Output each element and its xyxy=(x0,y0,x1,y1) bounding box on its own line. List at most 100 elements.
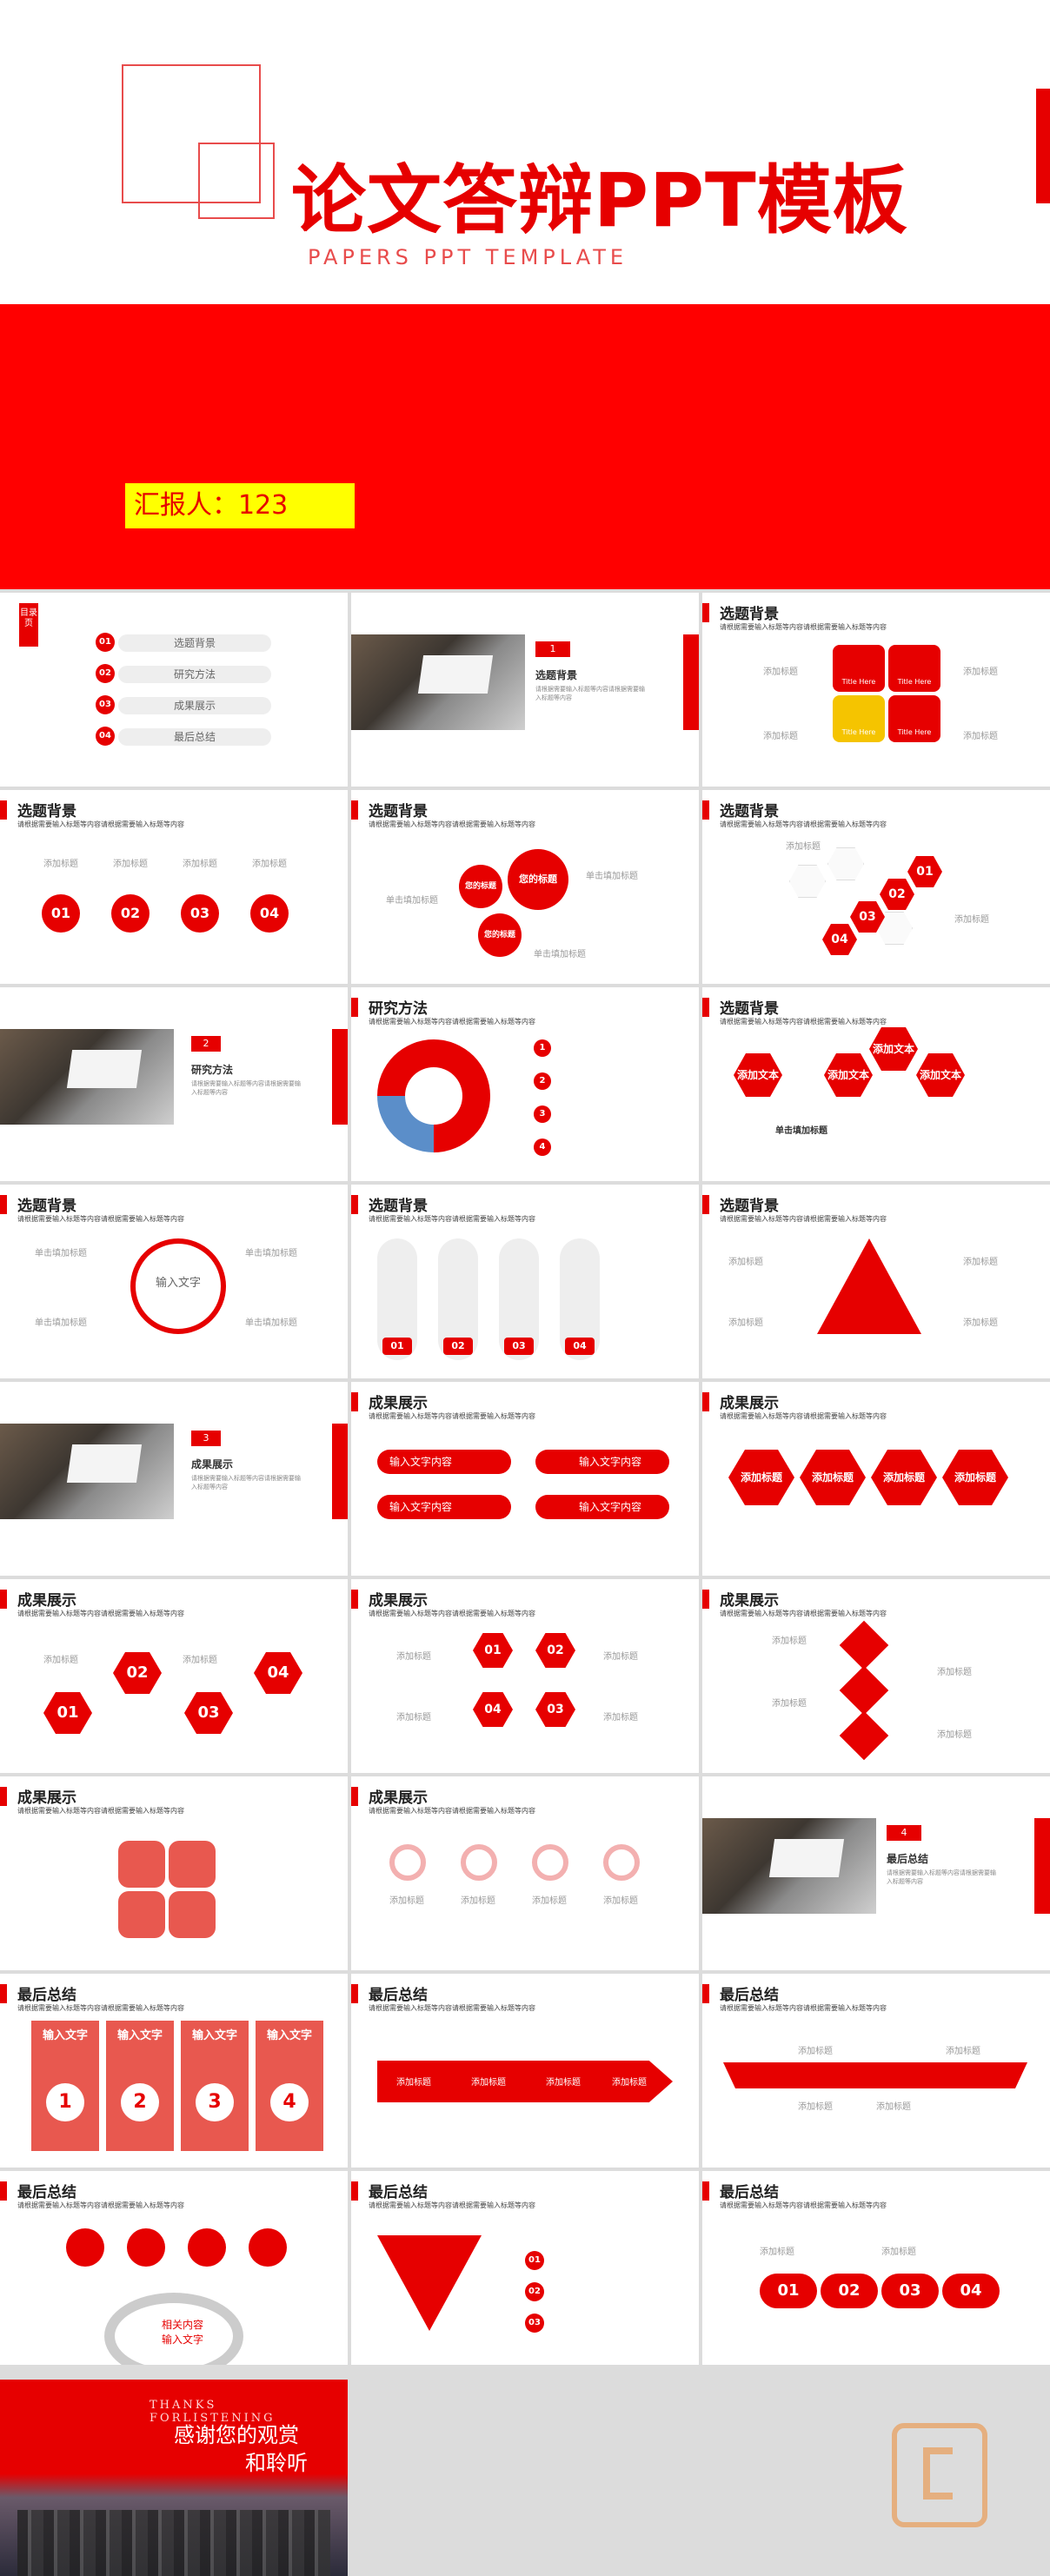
arc-node[interactable] xyxy=(66,2228,104,2267)
result-slide-diamonds[interactable]: 成果展示 请根据需要输入标题等内容请根据需要输入标题等内容 添加标题 添加标题 … xyxy=(702,1579,1050,1773)
method-slide[interactable]: 研究方法 请根据需要输入标题等内容请根据需要输入标题等内容 1 2 3 4 xyxy=(351,987,699,1181)
title-card[interactable]: Title Here xyxy=(888,645,940,692)
card-heading: 输入文字 xyxy=(266,2029,312,2042)
card-number: 2 xyxy=(121,2083,159,2121)
text-hex[interactable]: 添加文本 xyxy=(916,1053,965,1097)
cover-title: 论文答辩PPT模板 xyxy=(291,157,908,244)
title-card[interactable]: Title Here xyxy=(888,695,940,742)
step-hex[interactable]: 02 xyxy=(880,879,914,910)
step-hex[interactable]: 01 xyxy=(473,1633,513,1668)
text-hex[interactable]: 添加文本 xyxy=(824,1053,873,1097)
icon-circle[interactable] xyxy=(603,1844,640,1881)
step-hex[interactable]: 04 xyxy=(254,1652,302,1694)
arc-node[interactable] xyxy=(249,2228,287,2267)
result-slide-circles[interactable]: 成果展示 请根据需要输入标题等内容请根据需要输入标题等内容 添加标题 添加标题 … xyxy=(351,1776,699,1970)
result-slide-pills[interactable]: 成果展示 请根据需要输入标题等内容请根据需要输入标题等内容 输入文字内容 输入文… xyxy=(351,1382,699,1576)
toc-item[interactable]: 成果展示 xyxy=(118,697,271,714)
step-hex[interactable]: 03 xyxy=(850,901,885,933)
summary-slide-arrows[interactable]: 最后总结 请根据需要输入标题等内容请根据需要输入标题等内容 添加标题 添加标题 … xyxy=(351,1974,699,2168)
step-hex[interactable]: 01 xyxy=(907,856,942,887)
diamond[interactable] xyxy=(839,1620,889,1670)
bubble[interactable]: 您的标题 xyxy=(478,913,522,957)
title-bar xyxy=(0,2181,7,2201)
step-hex[interactable]: 03 xyxy=(184,1692,233,1734)
toc-item[interactable]: 选题背景 xyxy=(118,634,271,652)
bg-slide-steps[interactable]: 选题背景 请根据需要输入标题等内容请根据需要输入标题等内容 添加标题 添加标题 … xyxy=(0,790,348,984)
step-circle[interactable]: 04 xyxy=(250,894,289,933)
step-capsule[interactable]: 04 xyxy=(942,2274,1000,2308)
arc-node[interactable] xyxy=(188,2228,226,2267)
summary-slide-ribbon[interactable]: 最后总结 请根据需要输入标题等内容请根据需要输入标题等内容 添加标题 添加标题 … xyxy=(702,1974,1050,2168)
label: 添加标题 xyxy=(461,1896,495,1906)
result-slide-timeline[interactable]: 成果展示 请根据需要输入标题等内容请根据需要输入标题等内容 01 02 03 0… xyxy=(351,1579,699,1773)
title-bar xyxy=(0,800,7,820)
text-hex[interactable]: 添加文本 xyxy=(734,1053,782,1097)
text-hex[interactable]: 添加文本 xyxy=(869,1027,918,1071)
step-hex[interactable]: 02 xyxy=(535,1633,575,1668)
sport-tile[interactable] xyxy=(118,1841,165,1888)
slide-title: 成果展示 xyxy=(720,1395,779,1412)
title-bar xyxy=(702,1392,709,1411)
content-pill[interactable]: 输入文字内容 xyxy=(535,1450,669,1474)
icon-circle[interactable] xyxy=(389,1844,426,1881)
bg-slide-bubbles[interactable]: 选题背景 请根据需要输入标题等内容请根据需要输入标题等内容 您的标题 您的标题 … xyxy=(351,790,699,984)
step-hex[interactable]: 01 xyxy=(43,1692,92,1734)
step-hex[interactable]: 04 xyxy=(473,1692,513,1727)
step-capsule[interactable]: 03 xyxy=(881,2274,939,2308)
toc-item[interactable]: 研究方法 xyxy=(118,666,271,683)
step-circle[interactable]: 03 xyxy=(181,894,219,933)
center-ring[interactable]: 输入文字 xyxy=(130,1238,226,1334)
bg-slide-people[interactable]: 选题背景 请根据需要输入标题等内容请根据需要输入标题等内容 01 02 03 0… xyxy=(351,1185,699,1378)
summary-slide-chain[interactable]: 最后总结 请根据需要输入标题等内容请根据需要输入标题等内容 01 02 03 0… xyxy=(702,2171,1050,2365)
icon-circle[interactable] xyxy=(532,1844,568,1881)
bubble[interactable]: 您的标题 xyxy=(508,849,568,910)
summary-slide-arc[interactable]: 最后总结 请根据需要输入标题等内容请根据需要输入标题等内容 相关内容 输入文字 xyxy=(0,2171,348,2365)
bg-slide-a[interactable]: 选题背景 请根据需要输入标题等内容请根据需要输入标题等内容 添加标题 添加标题 … xyxy=(702,593,1050,787)
content-pill[interactable]: 输入文字内容 xyxy=(377,1450,511,1474)
section-slide-3[interactable]: 3 成果展示 请根据需要输入标题等内容请根据需要输入标题等内容 xyxy=(0,1382,348,1576)
summary-slide-triangle[interactable]: 最后总结 请根据需要输入标题等内容请根据需要输入标题等内容 01 02 03 xyxy=(351,2171,699,2365)
result-slide-icons[interactable]: 成果展示 请根据需要输入标题等内容请根据需要输入标题等内容 添加标题 添加标题 … xyxy=(702,1382,1050,1576)
step-circle[interactable]: 01 xyxy=(42,894,80,933)
icon-circle[interactable] xyxy=(461,1844,497,1881)
label: 添加标题 xyxy=(471,2078,506,2088)
step-capsule[interactable]: 01 xyxy=(760,2274,817,2308)
list-num: 2 xyxy=(534,1072,551,1090)
title-hex[interactable]: 添加标题 xyxy=(728,1450,794,1505)
arc-node[interactable] xyxy=(127,2228,165,2267)
toc-item[interactable]: 最后总结 xyxy=(118,728,271,746)
sport-tile[interactable] xyxy=(169,1891,216,1938)
step-hex[interactable]: 03 xyxy=(535,1692,575,1727)
toc-num: 01 xyxy=(96,633,115,652)
laptop-photo xyxy=(0,1029,174,1125)
section-slide-1[interactable]: 1 选题背景 请根据需要输入标题等内容请根据需要输入标题等内容 xyxy=(351,593,699,787)
title-card[interactable]: Title Here xyxy=(833,645,885,692)
diamond[interactable] xyxy=(839,1665,889,1716)
step-hex[interactable]: 04 xyxy=(822,924,857,955)
section-slide-2[interactable]: 2 研究方法 请根据需要输入标题等内容请根据需要输入标题等内容 xyxy=(0,987,348,1181)
diamond[interactable] xyxy=(839,1710,889,1761)
result-slide-sports[interactable]: 成果展示 请根据需要输入标题等内容请根据需要输入标题等内容 xyxy=(0,1776,348,1970)
bg-slide-clover[interactable]: 选题背景 请根据需要输入标题等内容请根据需要输入标题等内容 输入文字 单击填加标… xyxy=(0,1185,348,1378)
content-pill[interactable]: 输入文字内容 xyxy=(377,1495,511,1519)
section-slide-4[interactable]: 4 最后总结 请根据需要输入标题等内容请根据需要输入标题等内容 xyxy=(702,1776,1050,1970)
sport-tile[interactable] xyxy=(169,1841,216,1888)
step-hex[interactable]: 02 xyxy=(113,1652,162,1694)
content-pill[interactable]: 输入文字内容 xyxy=(535,1495,669,1519)
bg-slide-honeycomb[interactable]: 选题背景 请根据需要输入标题等内容请根据需要输入标题等内容 01 02 03 0… xyxy=(702,790,1050,984)
title-card[interactable]: Title Here xyxy=(833,695,885,742)
step-capsule[interactable]: 02 xyxy=(821,2274,878,2308)
hex-outline xyxy=(789,865,826,898)
step-circle[interactable]: 02 xyxy=(111,894,150,933)
bg-slide-hexgrid[interactable]: 选题背景 请根据需要输入标题等内容请根据需要输入标题等内容 添加文本 添加文本 … xyxy=(702,987,1050,1181)
result-slide-hex[interactable]: 成果展示 请根据需要输入标题等内容请根据需要输入标题等内容 01 02 03 0… xyxy=(0,1579,348,1773)
toc-slide[interactable]: 目录页 01 选题背景 02 研究方法 03 成果展示 04 最后总结 xyxy=(0,593,348,787)
bg-slide-triangle[interactable]: 选题背景 请根据需要输入标题等内容请根据需要输入标题等内容 添加标题 添加标题 … xyxy=(702,1185,1050,1378)
title-hex[interactable]: 添加标题 xyxy=(871,1450,937,1505)
sport-tile[interactable] xyxy=(118,1891,165,1938)
title-hex[interactable]: 添加标题 xyxy=(942,1450,1008,1505)
bubble[interactable]: 您的标题 xyxy=(459,865,502,908)
summary-slide-cards[interactable]: 最后总结 请根据需要输入标题等内容请根据需要输入标题等内容 输入文字 输入文字 … xyxy=(0,1974,348,2168)
title-hex[interactable]: 添加标题 xyxy=(800,1450,866,1505)
title-bar xyxy=(702,800,709,820)
